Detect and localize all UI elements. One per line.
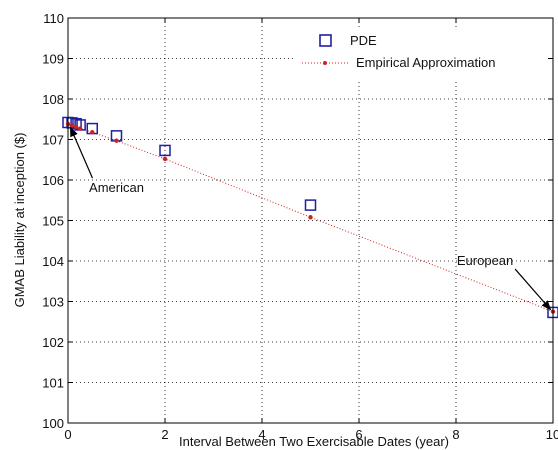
y-tick-label: 102 — [42, 335, 64, 350]
y-tick-label: 101 — [42, 376, 64, 391]
approximation-point — [73, 124, 79, 130]
approximation-point — [69, 123, 75, 128]
y-axis-label: GMAB Liability at inception ($) — [12, 133, 27, 308]
annotation-label: American — [89, 180, 144, 195]
x-tick-label: 8 — [452, 427, 459, 442]
y-tick-label: 110 — [43, 11, 64, 26]
legend-box — [296, 30, 546, 80]
annotation-arrow — [69, 126, 94, 179]
x-tick-label: 2 — [161, 427, 168, 442]
approximation-point — [114, 138, 119, 143]
approximation-line — [67, 123, 554, 313]
x-axis-label: Interval Between Two Exercisable Dates (… — [179, 434, 449, 449]
y-tick-label: 104 — [42, 254, 64, 269]
x-tick-label: 6 — [355, 427, 362, 442]
pde-point — [159, 144, 171, 157]
x-tick-label: 4 — [258, 427, 265, 442]
y-tick-label: 107 — [42, 133, 64, 148]
y-tick-label: 105 — [42, 214, 64, 229]
series-line-1 — [67, 123, 554, 313]
annotation-arrow — [514, 268, 552, 311]
y-tick-label: 103 — [42, 295, 64, 310]
approximation-point — [162, 156, 168, 162]
y-tick-label: 100 — [42, 416, 64, 431]
legend-approx-label: Empirical Approximation — [356, 55, 495, 70]
annotation-label: European — [457, 253, 513, 268]
annotations: American European — [69, 126, 552, 311]
axis-ticks: 0 2 4 6 8 10 100 101 102 103 104 105 106 107 108 109 110 — [42, 11, 558, 442]
approximation-point — [308, 215, 313, 220]
legend: PDE Empirical Approximation — [296, 30, 546, 80]
x-tick-label: 10 — [546, 427, 558, 442]
approximation-point — [90, 130, 95, 135]
legend-approx-marker — [323, 61, 327, 65]
y-tick-label: 106 — [42, 173, 64, 188]
y-tick-label: 109 — [42, 52, 64, 67]
y-tick-label: 108 — [42, 92, 64, 107]
legend-pde-label: PDE — [350, 33, 377, 48]
x-tick-label: 0 — [64, 427, 71, 442]
pde-point — [304, 199, 317, 211]
legend-pde-marker — [319, 34, 332, 47]
approximation-point — [77, 126, 83, 131]
